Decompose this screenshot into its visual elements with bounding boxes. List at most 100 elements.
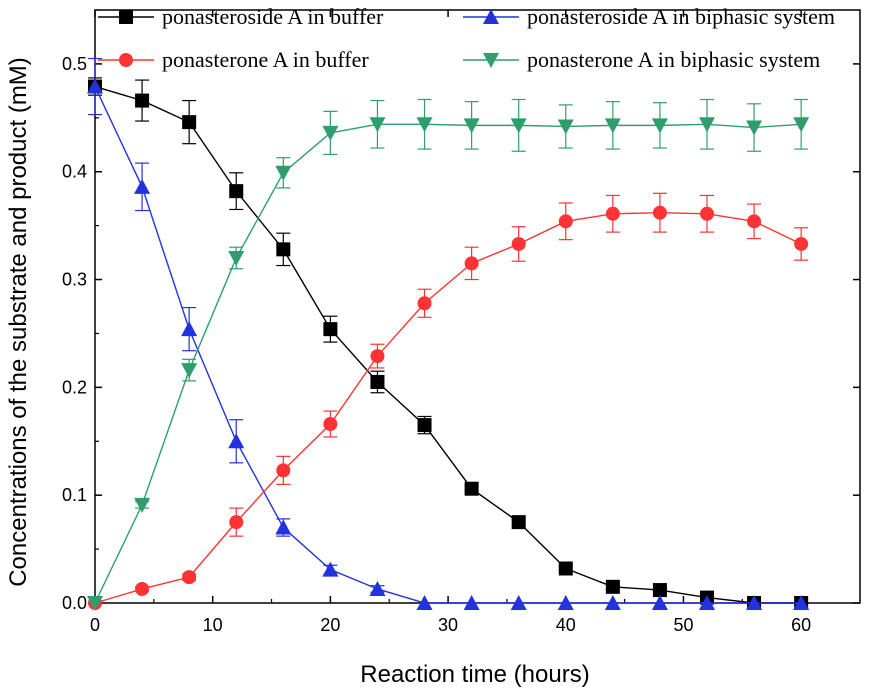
y-tick-label: 0.0	[62, 593, 87, 613]
data-point	[464, 256, 479, 271]
data-point	[557, 119, 574, 135]
y-tick-label: 0.1	[62, 485, 87, 505]
data-point	[416, 595, 433, 610]
data-point	[510, 595, 527, 610]
data-point	[323, 417, 338, 432]
data-point	[322, 561, 339, 577]
data-point	[135, 93, 150, 108]
legend-label: ponasterone A in biphasic system	[527, 47, 820, 72]
axes: 0 10 20 30 40 50 60 0.0 0.1 0.2 0.3 0.4 0.5	[62, 9, 861, 635]
data-point	[135, 581, 150, 596]
legend-item: ponasterone A in biphasic system	[463, 47, 820, 72]
data-point	[699, 595, 715, 610]
data-point	[182, 570, 197, 585]
series-3	[88, 192, 809, 610]
data-point	[746, 595, 763, 610]
data-point	[181, 321, 198, 337]
series-1	[88, 77, 809, 610]
data-point	[746, 120, 763, 136]
legend-marker	[483, 9, 499, 24]
data-point	[793, 117, 810, 133]
data-point	[794, 236, 809, 251]
data-point	[417, 296, 432, 311]
legend-label: ponasterone A in buffer	[162, 47, 369, 72]
legend-item: ponasteroside A in buffer	[98, 4, 384, 29]
legend-marker	[483, 53, 499, 68]
data-point	[275, 519, 292, 535]
y-tick-label: 0.5	[62, 54, 87, 74]
data-point	[276, 463, 291, 478]
x-tick-label: 10	[203, 615, 223, 635]
data-point	[134, 497, 151, 513]
legend: ponasteroside A in buffer ponasteroside A…	[98, 4, 835, 72]
data-point	[651, 595, 668, 610]
data-point	[605, 206, 620, 221]
data-point	[463, 595, 480, 610]
y-tick-label: 0.3	[62, 270, 87, 290]
data-point	[652, 583, 667, 598]
y-tick-label: 0.4	[62, 162, 87, 182]
y-axis-label: Concentrations of the substrate and prod…	[5, 57, 32, 587]
data-point	[511, 236, 526, 251]
data-point	[651, 118, 668, 134]
data-point	[275, 165, 292, 181]
data-point	[747, 214, 762, 229]
data-point	[464, 481, 479, 496]
data-point	[87, 78, 103, 94]
data-point	[417, 418, 432, 433]
data-point	[181, 363, 198, 379]
data-point	[182, 115, 197, 130]
data-point	[276, 242, 291, 257]
x-tick-label: 20	[320, 615, 340, 635]
data-point	[558, 214, 573, 229]
data-point	[604, 595, 621, 610]
data-point	[557, 595, 574, 610]
series-line	[94, 86, 802, 604]
data-point	[87, 596, 103, 611]
data-point	[369, 580, 386, 596]
data-point	[463, 118, 480, 134]
data-point	[510, 118, 527, 134]
data-point	[229, 515, 244, 530]
legend-marker	[119, 10, 133, 24]
plot-area: 0 10 20 30 40 50 60 0.0 0.1 0.2 0.3 0.4 0.5	[62, 9, 861, 635]
data-point	[323, 322, 338, 337]
data-point	[416, 117, 433, 133]
data-point	[228, 433, 245, 449]
legend-label: ponasteroside A in biphasic system	[527, 4, 835, 29]
data-point	[700, 206, 714, 221]
x-tick-label: 30	[438, 615, 458, 635]
axes-frame	[94, 9, 861, 604]
series-line	[94, 211, 802, 604]
series-line	[94, 123, 802, 604]
x-axis-label: Reaction time (hours)	[360, 661, 589, 688]
x-tick-label: 50	[673, 615, 693, 635]
data-point	[605, 579, 620, 594]
data-point	[511, 515, 526, 530]
data-point	[793, 595, 810, 610]
data-point	[370, 374, 385, 389]
data-point	[134, 178, 151, 194]
series-line	[94, 85, 802, 604]
series-4	[87, 98, 810, 611]
data-point	[229, 184, 244, 199]
data-point	[369, 117, 386, 133]
data-point	[604, 118, 621, 134]
legend-marker	[119, 53, 133, 67]
x-tick-label: 0	[90, 615, 100, 635]
y-tick-label: 0.2	[62, 377, 87, 397]
x-tick-label: 40	[556, 615, 576, 635]
x-tick-label: 60	[791, 615, 811, 635]
legend-item: ponasteroside A in biphasic system	[463, 4, 835, 29]
data-point	[652, 205, 667, 220]
data-point	[370, 349, 385, 364]
data-point	[558, 561, 573, 576]
series-layer	[87, 57, 810, 611]
data-point	[322, 125, 339, 141]
data-point	[228, 250, 245, 266]
legend-label: ponasteroside A in buffer	[162, 4, 384, 29]
legend-item: ponasterone A in buffer	[98, 47, 369, 72]
series-2	[87, 57, 810, 610]
data-point	[699, 117, 715, 133]
